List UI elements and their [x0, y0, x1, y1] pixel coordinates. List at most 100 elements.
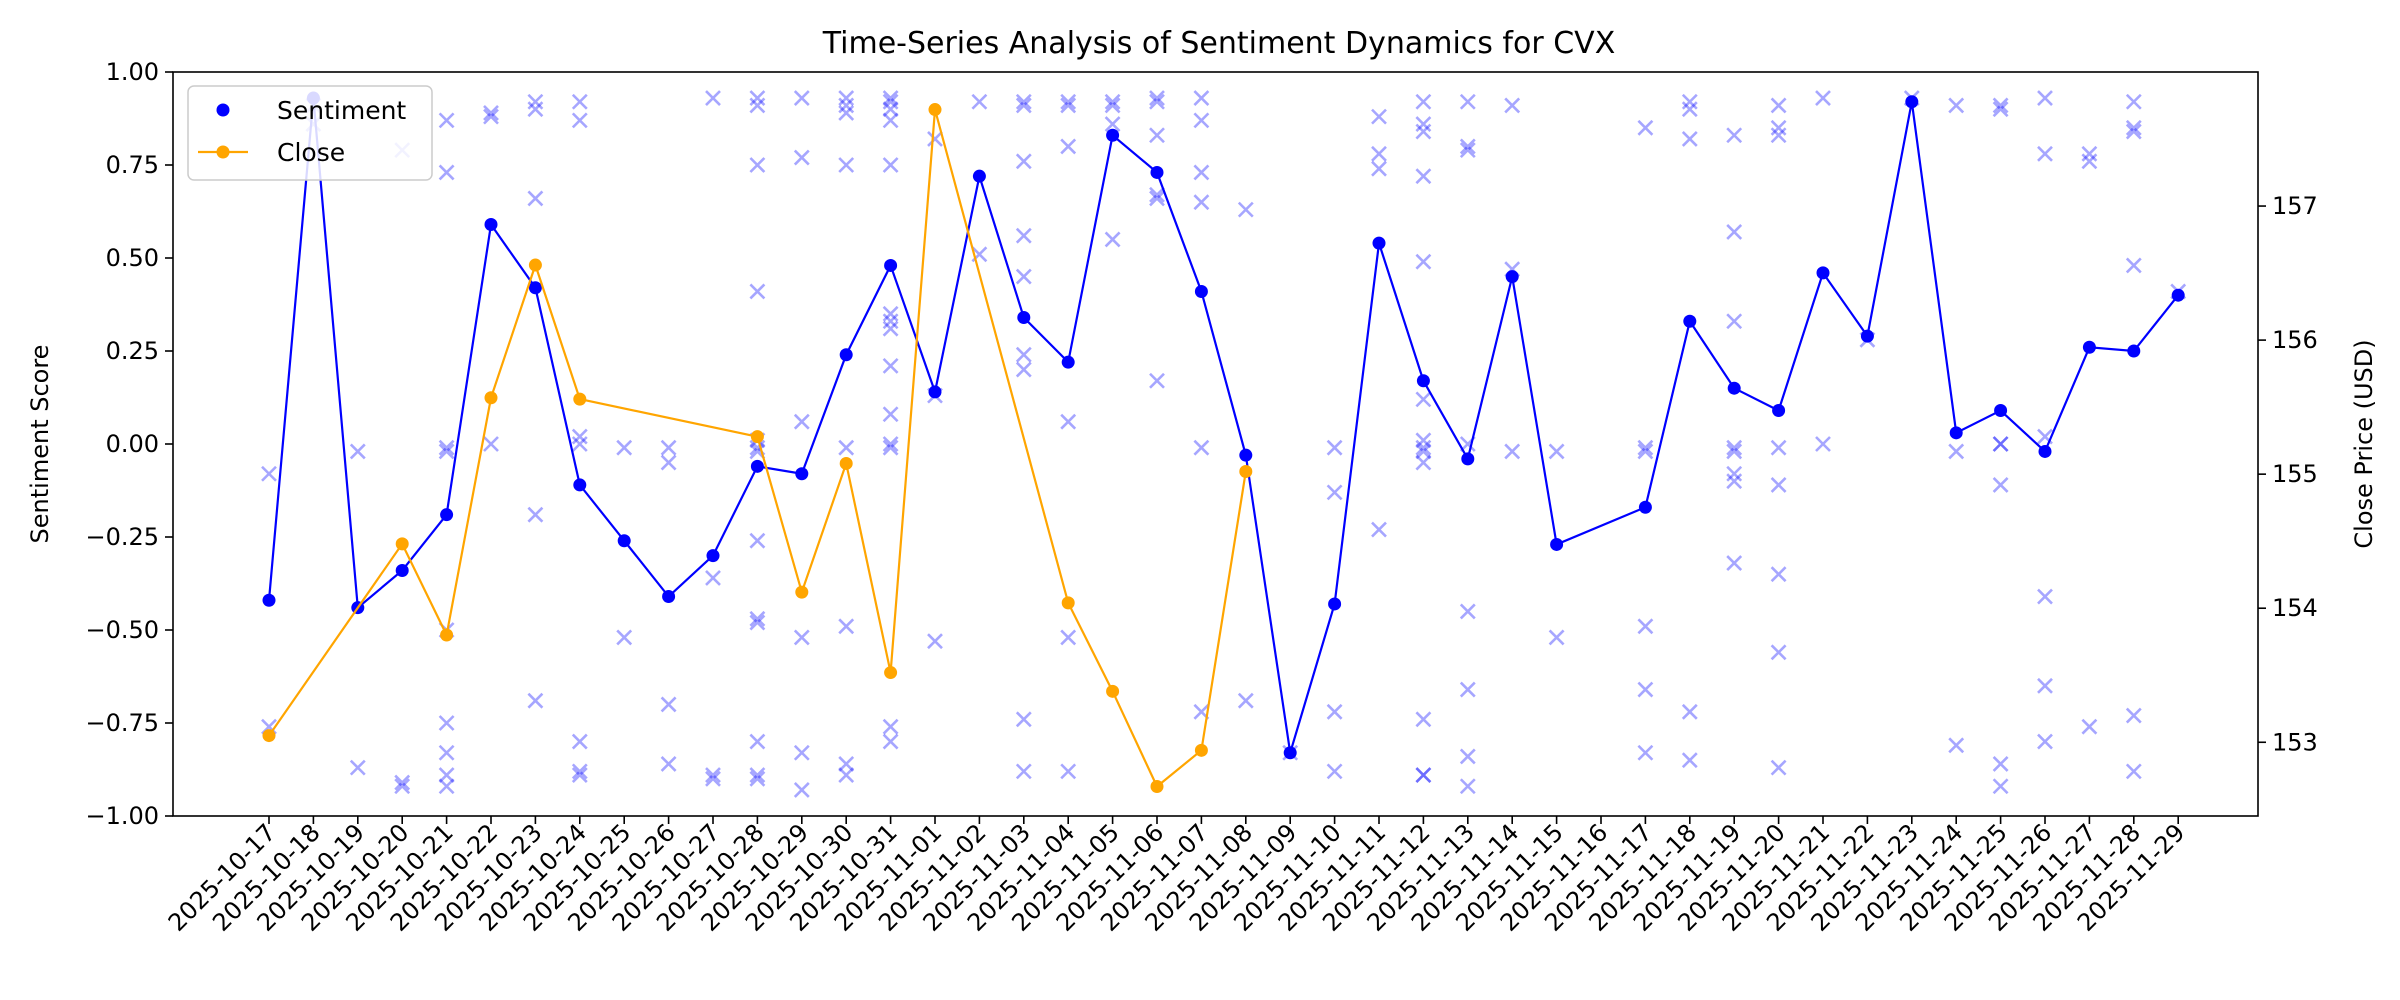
sentiment-point [839, 348, 853, 362]
individual-sentiment-marker [1459, 93, 1476, 110]
individual-sentiment-layer [261, 90, 2187, 798]
individual-sentiment-marker [1992, 101, 2009, 118]
individual-sentiment-marker [483, 105, 499, 121]
y-tick-label-left: 0.25 [106, 337, 159, 365]
sentiment-point [1239, 448, 1253, 462]
sentiment-point [1816, 266, 1830, 280]
individual-sentiment-marker [1193, 194, 1210, 211]
individual-sentiment-marker [1637, 439, 1654, 456]
axes-layer: −1.00 −0.75 −0.50 −0.25 0.00 0.25 0.50 0.75 1.00… [85, 58, 2317, 937]
individual-sentiment-marker [616, 629, 633, 646]
sentiment-point [706, 549, 720, 563]
individual-sentiment-marker [1060, 763, 1077, 780]
sentiment-point [1017, 311, 1031, 325]
y-axis-label-left: Sentiment Score [26, 345, 54, 544]
individual-sentiment-marker [927, 633, 943, 650]
individual-sentiment-marker [882, 112, 899, 129]
individual-sentiment-marker [527, 190, 544, 207]
y-axis-label-right: Close Price (USD) [2350, 339, 2378, 548]
individual-sentiment-marker [660, 696, 677, 713]
individual-sentiment-marker [1060, 93, 1077, 110]
individual-sentiment-marker [1371, 521, 1387, 538]
individual-sentiment-marker [838, 756, 855, 772]
close-point [750, 430, 764, 444]
sentiment-point [528, 281, 542, 295]
sentiment-point [395, 563, 409, 577]
close-point [1150, 780, 1164, 794]
close-point [1106, 684, 1120, 698]
individual-sentiment-marker [2081, 153, 2098, 170]
individual-sentiment-marker [1015, 763, 1032, 780]
individual-sentiment-marker [1193, 112, 1210, 129]
sentiment-point [1949, 426, 1963, 440]
individual-sentiment-marker [705, 90, 721, 106]
individual-sentiment-marker [527, 692, 544, 709]
close-point [528, 258, 542, 272]
individual-sentiment-marker [749, 157, 766, 173]
individual-sentiment-marker [1149, 127, 1165, 144]
individual-sentiment-marker [1726, 473, 1743, 490]
individual-sentiment-marker [749, 90, 766, 106]
individual-sentiment-marker [1726, 313, 1743, 330]
y-tick-label-left: 1.00 [106, 58, 159, 86]
individual-sentiment-marker [1726, 439, 1743, 456]
y-tick-label-left: −0.25 [85, 523, 159, 551]
y-tick-label-right: 153 [2272, 728, 2318, 756]
individual-sentiment-marker [1992, 477, 2009, 493]
sentiment-point [2127, 344, 2141, 358]
individual-sentiment-marker [1415, 391, 1432, 408]
individual-sentiment-marker [882, 357, 899, 374]
individual-sentiment-marker [1726, 127, 1743, 144]
individual-sentiment-marker [927, 131, 943, 147]
individual-sentiment-marker [1015, 346, 1032, 363]
individual-sentiment-marker [2125, 93, 2142, 110]
individual-sentiment-marker [882, 436, 899, 452]
close-point [573, 392, 587, 406]
sentiment-point [1372, 236, 1386, 250]
individual-sentiment-marker [838, 767, 855, 783]
y-tick-label-left: −1.00 [85, 802, 159, 830]
individual-sentiment-marker [1371, 145, 1387, 162]
sentiment-point [1150, 165, 1164, 179]
close-point [484, 391, 498, 405]
close-point [839, 456, 853, 470]
legend-close-marker [216, 145, 230, 159]
individual-sentiment-marker [349, 759, 366, 776]
individual-sentiment-marker [749, 767, 766, 783]
legend-box [187, 85, 433, 181]
individual-sentiment-marker [1237, 692, 1254, 709]
sentiment-point [2082, 340, 2096, 354]
individual-sentiment-marker [1770, 566, 1787, 583]
individual-sentiment-marker [2125, 123, 2142, 140]
individual-sentiment-marker [1104, 116, 1121, 132]
individual-sentiment-marker [438, 767, 455, 783]
individual-sentiment-marker [1681, 101, 1698, 118]
sentiment-point [1061, 355, 1075, 369]
individual-sentiment-marker [1992, 436, 2009, 452]
individual-sentiment-marker [1415, 767, 1432, 783]
sentiment-point [1994, 404, 2008, 418]
y-tick-label-left: −0.75 [85, 709, 159, 737]
individual-sentiment-marker [1681, 752, 1698, 769]
sentiment-point [884, 258, 898, 272]
individual-sentiment-marker [882, 93, 899, 110]
individual-sentiment-marker [1060, 629, 1077, 646]
sentiment-point [573, 478, 587, 492]
individual-sentiment-marker [616, 439, 633, 456]
close-line [268, 109, 1247, 789]
individual-sentiment-marker [1415, 432, 1432, 449]
individual-sentiment-marker [483, 436, 499, 452]
individual-sentiment-marker [793, 629, 810, 646]
individual-sentiment-marker [1104, 97, 1121, 114]
individual-sentiment-marker [1149, 190, 1165, 207]
individual-sentiment-marker [882, 101, 899, 118]
close-point [884, 666, 898, 680]
individual-sentiment-marker [2037, 145, 2053, 162]
individual-sentiment-marker [749, 733, 766, 750]
individual-sentiment-marker [1637, 618, 1654, 635]
individual-sentiment-marker [882, 406, 899, 423]
y-tick-label-left: −0.50 [85, 616, 159, 644]
individual-sentiment-marker [1326, 484, 1343, 501]
individual-sentiment-marker [2081, 718, 2098, 735]
